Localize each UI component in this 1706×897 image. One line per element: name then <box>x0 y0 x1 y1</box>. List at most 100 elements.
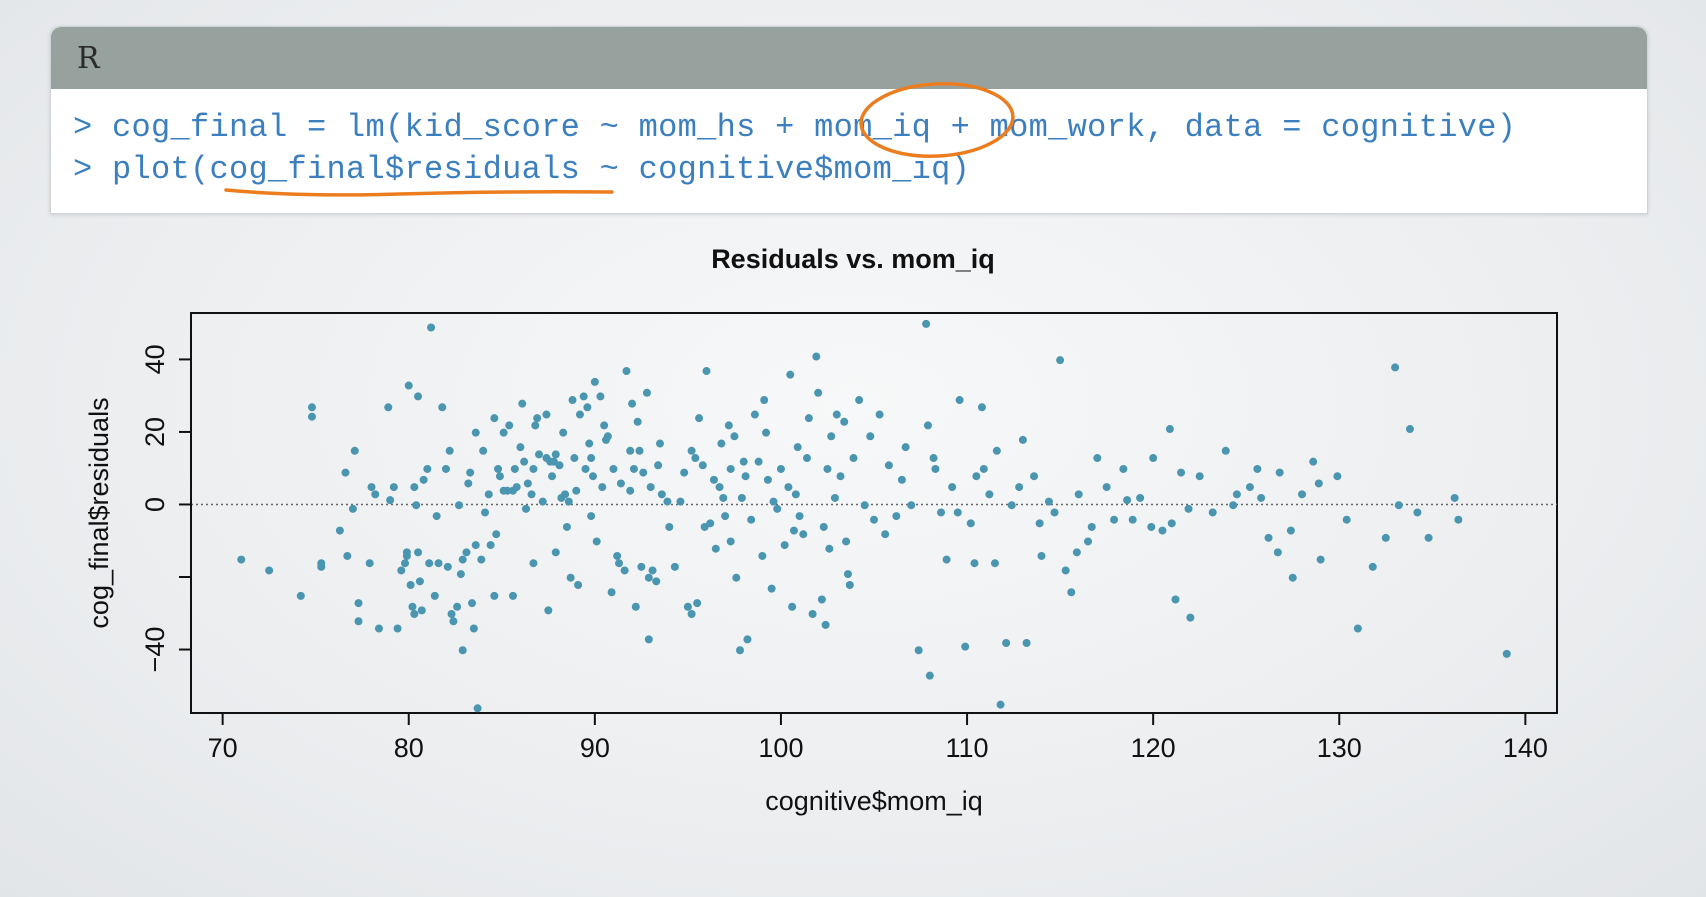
code-panel-header: R <box>51 27 1647 89</box>
data-point <box>687 446 696 455</box>
data-point <box>836 472 845 481</box>
data-point <box>804 414 813 423</box>
data-point <box>402 548 411 557</box>
data-point <box>609 464 618 473</box>
data-point <box>386 496 395 505</box>
data-point <box>657 490 666 499</box>
data-point <box>652 577 661 586</box>
data-point <box>644 573 653 582</box>
data-point <box>780 541 789 550</box>
data-point <box>793 443 802 452</box>
data-point <box>1184 504 1193 513</box>
data-point <box>335 526 344 535</box>
data-point <box>620 566 629 575</box>
data-point <box>1167 519 1176 528</box>
y-axis: −40 0 20 40 <box>140 344 192 673</box>
data-point <box>784 483 793 492</box>
data-point <box>408 602 417 611</box>
data-point <box>499 428 508 437</box>
data-point <box>739 457 748 466</box>
data-point <box>721 512 730 521</box>
data-point <box>812 352 821 361</box>
data-point <box>1232 490 1241 499</box>
data-point <box>663 497 672 506</box>
data-point <box>1391 363 1400 372</box>
data-point <box>587 512 596 521</box>
data-point <box>736 646 745 655</box>
data-point <box>760 396 769 405</box>
data-point <box>665 522 674 531</box>
data-point <box>1050 508 1059 517</box>
data-point <box>821 620 830 629</box>
data-point <box>635 446 644 455</box>
x-tick-label: 140 <box>1503 733 1548 763</box>
data-point <box>425 559 434 568</box>
data-point <box>1208 508 1217 517</box>
x-tick-label: 80 <box>394 733 424 763</box>
data-point <box>724 421 733 430</box>
data-point <box>596 392 605 401</box>
data-point <box>786 370 795 379</box>
data-point <box>561 490 570 499</box>
data-point <box>747 515 756 524</box>
data-point <box>817 595 826 604</box>
data-point <box>503 486 512 495</box>
code-language-label: R <box>77 41 100 76</box>
data-point <box>1084 537 1093 546</box>
data-point <box>544 606 553 615</box>
data-point <box>598 483 607 492</box>
data-point <box>923 421 932 430</box>
data-point <box>1147 522 1156 531</box>
data-point <box>1353 624 1362 633</box>
data-point <box>970 559 979 568</box>
data-point <box>1405 425 1414 434</box>
data-point <box>845 580 854 589</box>
data-point <box>484 490 493 499</box>
data-point <box>579 392 588 401</box>
data-point <box>702 367 711 376</box>
data-point <box>607 588 616 597</box>
data-point <box>583 403 592 412</box>
data-point <box>564 497 573 506</box>
data-point <box>427 323 436 332</box>
data-point <box>741 472 750 481</box>
data-point <box>574 580 583 589</box>
data-point <box>600 421 609 430</box>
data-point <box>462 548 471 557</box>
x-tick-label: 70 <box>208 733 238 763</box>
data-point <box>481 508 490 517</box>
data-point <box>758 551 767 560</box>
y-tick-label: −40 <box>140 627 170 673</box>
data-point <box>1061 566 1070 575</box>
data-point <box>529 464 538 473</box>
x-tick-label: 130 <box>1317 733 1362 763</box>
data-point <box>808 609 817 618</box>
data-point <box>698 461 707 470</box>
data-point <box>979 464 988 473</box>
data-point <box>265 566 274 575</box>
data-point <box>931 464 940 473</box>
data-point <box>695 414 704 423</box>
data-point <box>1087 522 1096 531</box>
data-point <box>823 464 832 473</box>
data-point <box>1044 497 1053 506</box>
data-point <box>842 537 851 546</box>
data-point <box>709 475 718 484</box>
data-point <box>1030 472 1039 481</box>
data-point <box>397 566 406 575</box>
data-point <box>523 479 532 488</box>
data-points <box>237 319 1511 713</box>
data-point <box>726 464 735 473</box>
data-point <box>1018 435 1027 444</box>
chart-title: Residuals vs. mom_iq <box>711 244 995 274</box>
data-point <box>1186 613 1195 622</box>
data-point <box>317 559 326 568</box>
data-point <box>691 454 700 463</box>
data-point <box>1002 639 1011 648</box>
data-point <box>495 472 504 481</box>
data-point <box>1245 483 1254 492</box>
data-point <box>646 483 655 492</box>
data-point <box>1007 501 1016 510</box>
data-point <box>587 454 596 463</box>
data-point <box>1450 493 1459 502</box>
